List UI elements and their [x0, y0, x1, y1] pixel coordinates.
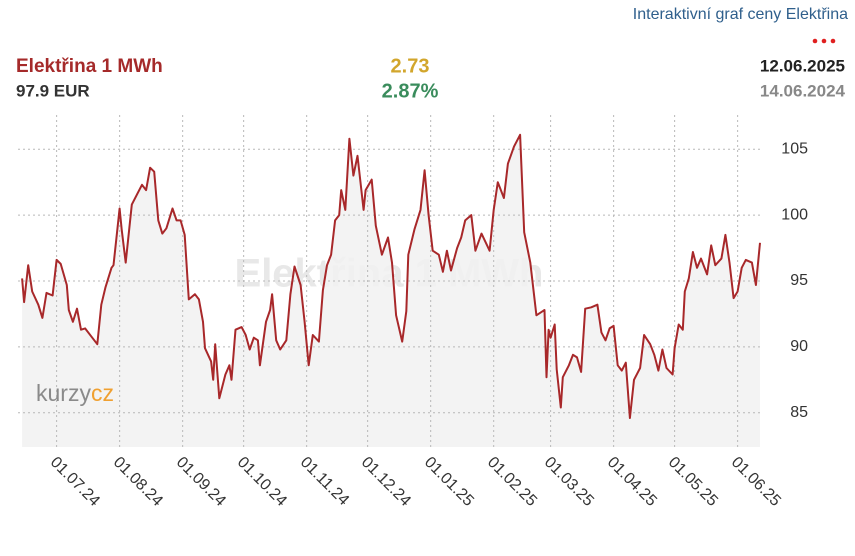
y-tick-label: 85	[790, 404, 808, 421]
logo-part: kurzy	[36, 380, 91, 406]
x-tick-label: 01.12.24	[358, 454, 414, 510]
menu-dot	[830, 38, 836, 44]
date-from: 14.06.2024	[760, 81, 846, 100]
area	[22, 134, 761, 448]
x-tick-label: 01.05.25	[665, 454, 721, 510]
y-tick-label: 105	[781, 140, 808, 157]
x-tick-label: 01.06.25	[728, 454, 784, 510]
plot-area: Elektřina 1 MWh	[18, 115, 761, 448]
menu-icon[interactable]	[812, 38, 836, 44]
x-tick-label: 01.03.25	[541, 454, 597, 510]
change-percent: 2.87%	[382, 80, 439, 102]
logo-part: cz	[91, 380, 114, 406]
x-tick-label: 01.01.25	[421, 454, 477, 510]
x-tick-label: 01.09.24	[173, 454, 229, 510]
x-tick-label: 01.02.25	[484, 454, 540, 510]
chart-link[interactable]: Interaktivní graf ceny Elektřina	[633, 6, 848, 23]
y-tick-label: 95	[790, 272, 808, 289]
x-tick-label: 01.04.25	[604, 454, 660, 510]
x-tick-label: 01.10.24	[234, 454, 290, 510]
price: 97.9 EUR	[16, 81, 90, 100]
instrument-title: Elektřina 1 MWh	[16, 56, 163, 77]
menu-dot	[821, 38, 827, 44]
y-tick-label: 100	[781, 206, 808, 223]
x-tick-label: 01.07.24	[47, 454, 103, 510]
y-tick-label: 90	[790, 338, 808, 355]
change: 2.73	[391, 55, 430, 77]
date-to: 12.06.2025	[760, 56, 845, 75]
price-line	[21, 133, 761, 419]
x-tick-label: 01.11.24	[297, 454, 352, 509]
x-tick-label: 01.08.24	[110, 454, 166, 510]
logo: kurzycz	[36, 380, 114, 406]
menu-dot	[812, 38, 818, 44]
